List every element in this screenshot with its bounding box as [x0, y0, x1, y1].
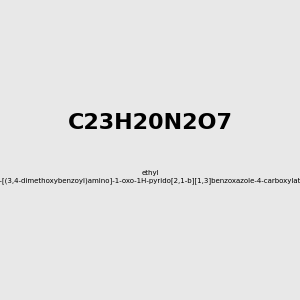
Text: C23H20N2O7: C23H20N2O7 [68, 113, 232, 133]
Text: ethyl 2-[(3,4-dimethoxybenzoyl)amino]-1-oxo-1H-pyrido[2,1-b][1,3]benzoxazole-4-c: ethyl 2-[(3,4-dimethoxybenzoyl)amino]-1-… [0, 170, 300, 184]
